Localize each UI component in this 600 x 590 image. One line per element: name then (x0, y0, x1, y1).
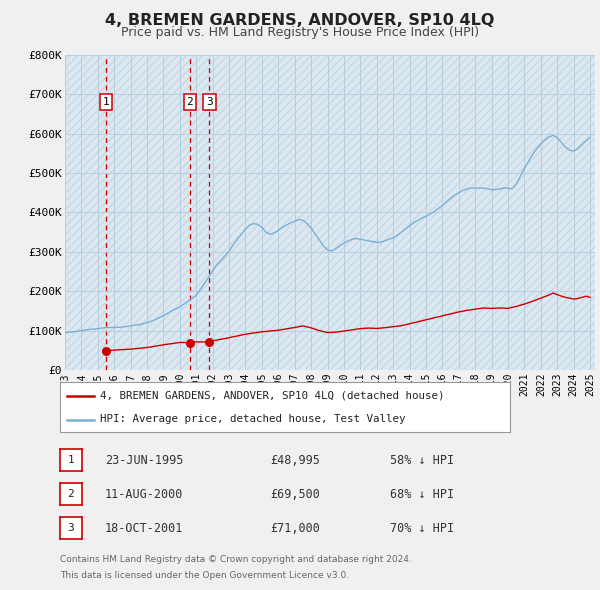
Text: 4, BREMEN GARDENS, ANDOVER, SP10 4LQ (detached house): 4, BREMEN GARDENS, ANDOVER, SP10 4LQ (de… (101, 391, 445, 401)
Text: 1: 1 (68, 455, 74, 465)
Text: £71,000: £71,000 (270, 522, 320, 535)
Text: 70% ↓ HPI: 70% ↓ HPI (390, 522, 454, 535)
Text: 58% ↓ HPI: 58% ↓ HPI (390, 454, 454, 467)
Text: 4, BREMEN GARDENS, ANDOVER, SP10 4LQ: 4, BREMEN GARDENS, ANDOVER, SP10 4LQ (106, 13, 494, 28)
Text: This data is licensed under the Open Government Licence v3.0.: This data is licensed under the Open Gov… (60, 572, 349, 581)
Text: 1: 1 (103, 97, 109, 107)
Text: 3: 3 (68, 523, 74, 533)
Text: 18-OCT-2001: 18-OCT-2001 (105, 522, 184, 535)
Text: Price paid vs. HM Land Registry's House Price Index (HPI): Price paid vs. HM Land Registry's House … (121, 26, 479, 39)
Text: 68% ↓ HPI: 68% ↓ HPI (390, 487, 454, 500)
Text: Contains HM Land Registry data © Crown copyright and database right 2024.: Contains HM Land Registry data © Crown c… (60, 556, 412, 565)
Text: 11-AUG-2000: 11-AUG-2000 (105, 487, 184, 500)
Text: 23-JUN-1995: 23-JUN-1995 (105, 454, 184, 467)
Text: £69,500: £69,500 (270, 487, 320, 500)
Text: £48,995: £48,995 (270, 454, 320, 467)
Text: 3: 3 (206, 97, 213, 107)
Text: 2: 2 (68, 489, 74, 499)
Text: 2: 2 (187, 97, 193, 107)
Text: HPI: Average price, detached house, Test Valley: HPI: Average price, detached house, Test… (101, 415, 406, 424)
